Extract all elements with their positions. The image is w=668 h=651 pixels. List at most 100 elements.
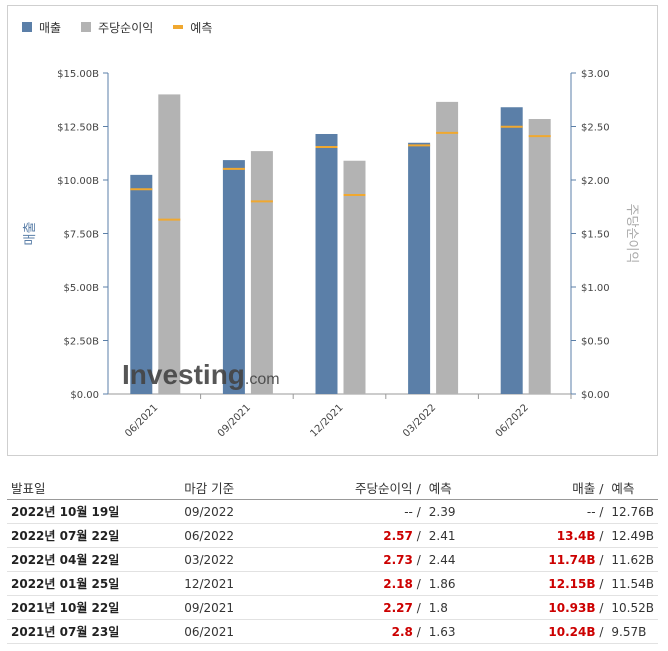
row-eps: -- / <box>296 499 425 524</box>
watermark-brand: Investing <box>122 359 245 390</box>
legend-item-forecast[interactable]: 예측 <box>173 19 212 36</box>
table-row: 2022년 07월 22일 06/2022 2.57 /2.41 13.4B /12.… <box>7 523 658 548</box>
earnings-table: 발표일 마감 기준 주당순이익 / 예측 매출 / 예측 2022년 10월 1… <box>7 475 658 644</box>
watermark-suffix: .com <box>245 371 280 388</box>
legend-swatch-forecast <box>173 25 184 29</box>
row-revenue-value: 11.74B <box>548 552 596 567</box>
table-row: 2021년 07월 23일 06/2021 2.8 /1.63 10.24B /9.5… <box>7 619 658 644</box>
row-eps: 2.18 / <box>296 571 425 596</box>
y-right-tick-label: $2.50 <box>581 123 610 134</box>
row-eps-value: 2.8 <box>391 624 413 639</box>
row-eps: 2.73 / <box>296 547 425 572</box>
row-eps-value: 2.73 <box>383 552 413 567</box>
x-tick-label: 12/2021 <box>308 402 345 439</box>
bar-revenue <box>408 142 431 394</box>
row-revenue-forecast: 10.52B <box>607 595 658 620</box>
legend: 매출 주당순이익 예측 <box>22 18 212 36</box>
legend-item-eps[interactable]: 주당순이익 <box>81 19 153 36</box>
bar-eps <box>250 151 273 394</box>
row-eps-value: 2.18 <box>383 576 413 591</box>
bar-eps <box>158 94 181 395</box>
row-revenue-value: 10.93B <box>548 600 596 615</box>
y-left-tick-label: $2.50B <box>64 337 100 348</box>
bar-revenue <box>500 107 523 395</box>
header-eps[interactable]: 주당순이익 / <box>296 475 425 500</box>
table-body: 2022년 10월 19일 09/2022 -- /2.39 -- /12.76B 20… <box>7 499 658 644</box>
y-right-axis-title: 주당순이익 <box>624 204 639 264</box>
y-left-tick-label: $10.00B <box>57 176 99 187</box>
row-revenue: -- / <box>499 499 608 524</box>
header-eps-forecast[interactable]: 예측 <box>424 475 500 500</box>
y-right-tick-label: $0.50 <box>581 337 610 348</box>
y-left-tick-label: $15.00B <box>57 69 99 80</box>
row-revenue-value: 12.15B <box>548 576 596 591</box>
table-row: 2022년 10월 19일 09/2022 -- /2.39 -- /12.76B <box>7 499 658 524</box>
row-eps-value: 2.27 <box>383 600 413 615</box>
row-eps: 2.8 / <box>296 619 425 644</box>
row-revenue-forecast: 12.76B <box>607 499 658 524</box>
chart-panel: 매출 주당순이익 예측 $0.00 $2.50B $5.00B $7.50B $10.0… <box>7 5 658 456</box>
header-revenue[interactable]: 매출 / <box>499 475 608 500</box>
row-period: 09/2022 <box>180 499 297 524</box>
bar-eps <box>343 160 366 394</box>
row-date: 2022년 07월 22일 <box>7 523 181 548</box>
x-tick-label: 06/2022 <box>494 402 531 439</box>
table-row: 2022년 01월 25일 12/2021 2.18 /1.86 12.15B /11… <box>7 571 658 596</box>
row-period: 12/2021 <box>180 571 297 596</box>
bar-eps <box>436 101 459 394</box>
legend-item-revenue[interactable]: 매출 <box>22 19 61 36</box>
row-eps-forecast: 1.8 <box>424 595 500 620</box>
table-row: 2021년 10월 22일 09/2021 2.27 /1.8 10.93B /10.… <box>7 595 658 620</box>
row-eps-forecast: 1.63 <box>424 619 500 644</box>
row-eps-value: -- <box>404 504 413 519</box>
bar-eps <box>528 119 551 394</box>
row-eps: 2.57 / <box>296 523 425 548</box>
y-right-tick-label: $1.50 <box>581 230 610 241</box>
x-tick-label: 06/2021 <box>123 402 160 439</box>
row-eps: 2.27 / <box>296 595 425 620</box>
table-header-row: 발표일 마감 기준 주당순이익 / 예측 매출 / 예측 <box>7 475 658 500</box>
row-eps-forecast: 2.44 <box>424 547 500 572</box>
bar-revenue <box>130 174 153 394</box>
y-left-axis-title: 매출 <box>23 222 38 246</box>
row-revenue-value: -- <box>586 504 596 519</box>
y-right-tick-label: $0.00 <box>581 390 610 401</box>
legend-swatch-eps <box>81 22 92 32</box>
legend-swatch-revenue <box>22 22 32 32</box>
row-period: 03/2022 <box>180 547 297 572</box>
x-tick-label: 09/2021 <box>216 402 253 439</box>
y-left-tick-label: $12.50B <box>57 123 99 134</box>
row-revenue-value: 10.24B <box>548 624 596 639</box>
row-period: 09/2021 <box>180 595 297 620</box>
row-date: 2022년 04월 22일 <box>7 547 181 572</box>
header-date[interactable]: 발표일 <box>7 475 181 500</box>
row-revenue: 11.74B / <box>499 547 608 572</box>
row-revenue-value: 13.4B <box>556 528 596 543</box>
row-revenue-forecast: 11.62B <box>607 547 658 572</box>
header-revenue-forecast[interactable]: 예측 <box>607 475 658 500</box>
row-eps-forecast: 2.39 <box>424 499 500 524</box>
legend-label-eps: 주당순이익 <box>98 20 154 35</box>
row-eps-value: 2.57 <box>383 528 413 543</box>
y-left-tick-label: $7.50B <box>64 230 100 241</box>
row-revenue-forecast: 12.49B <box>607 523 658 548</box>
row-period: 06/2022 <box>180 523 297 548</box>
row-date: 2022년 10월 19일 <box>7 499 181 524</box>
row-revenue-forecast: 9.57B <box>607 619 658 644</box>
row-eps-forecast: 2.41 <box>424 523 500 548</box>
header-period[interactable]: 마감 기준 <box>180 475 297 500</box>
y-left-tick-label: $5.00B <box>64 283 100 294</box>
row-date: 2021년 10월 22일 <box>7 595 181 620</box>
row-revenue: 13.4B / <box>499 523 608 548</box>
row-period: 06/2021 <box>180 619 297 644</box>
y-right-tick-label: $3.00 <box>581 69 610 80</box>
table-row: 2022년 04월 22일 03/2022 2.73 /2.44 11.74B /11… <box>7 547 658 572</box>
row-date: 2022년 01월 25일 <box>7 571 181 596</box>
watermark-logo: Investing.com <box>122 359 280 390</box>
row-revenue: 10.24B / <box>499 619 608 644</box>
chart-svg: $0.00 $2.50B $5.00B $7.50B $10.00B $12.50B $15… <box>23 69 639 439</box>
row-eps-forecast: 1.86 <box>424 571 500 596</box>
legend-label-forecast: 예측 <box>190 20 213 35</box>
y-right-tick-label: $1.00 <box>581 283 610 294</box>
y-right-tick-label: $2.00 <box>581 176 610 187</box>
